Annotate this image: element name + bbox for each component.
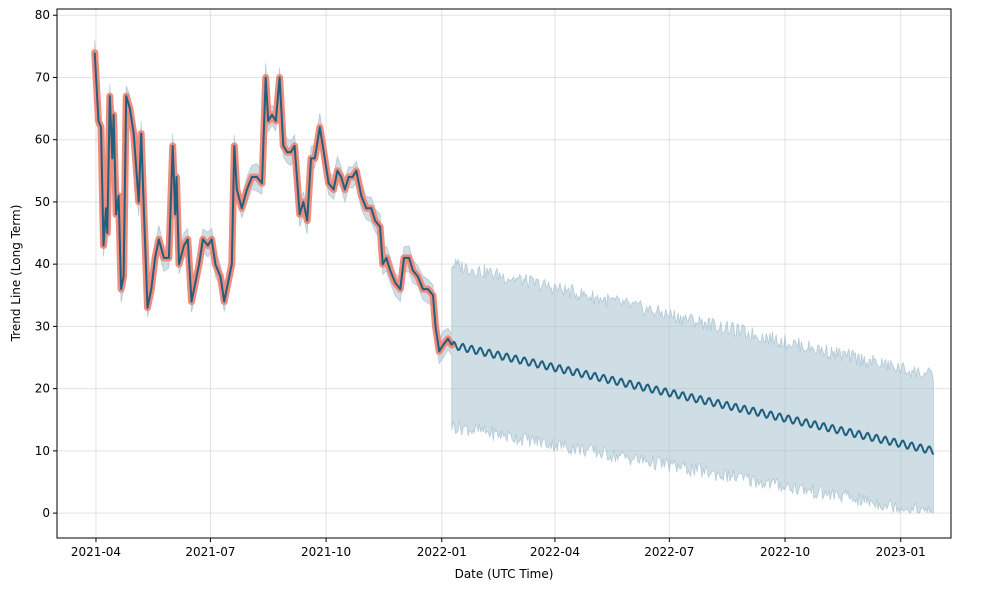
y-tick-label: 50 [35, 195, 50, 209]
x-tick-label: 2021-07 [185, 545, 235, 559]
x-axis: 2021-04 2021-07 2021-10 2022-01 2022-04 2022-… [71, 538, 926, 559]
y-tick-label: 70 [35, 70, 50, 84]
forecast-trend-line [450, 341, 935, 455]
x-axis-label: Date (UTC Time) [455, 567, 554, 581]
y-tick-label: 60 [35, 133, 50, 147]
x-tick-label: 2022-07 [644, 545, 694, 559]
plot-frame [56, 8, 952, 539]
y-tick-label: 10 [35, 444, 50, 458]
y-axis: 0 10 20 30 40 50 60 70 80 [35, 8, 57, 520]
y-tick-label: 40 [35, 257, 50, 271]
x-tick-label: 2021-04 [71, 545, 121, 559]
y-tick-label: 20 [35, 382, 50, 396]
series-layer [91, 49, 935, 455]
y-tick-label: 80 [35, 8, 50, 22]
y-tick-label: 30 [35, 319, 50, 333]
x-tick-label: 2022-01 [417, 545, 467, 559]
forecast-uncertainty-band [94, 40, 934, 514]
y-axis-label: Trend Line (Long Term) [9, 205, 23, 343]
forecast-band-layer [94, 40, 934, 514]
history-trend-line [93, 52, 453, 353]
x-tick-label: 2021-10 [301, 545, 351, 559]
x-tick-label: 2022-10 [760, 545, 810, 559]
y-tick-label: 0 [42, 506, 50, 520]
x-tick-label: 2022-04 [530, 545, 580, 559]
x-tick-label: 2023-01 [876, 545, 926, 559]
